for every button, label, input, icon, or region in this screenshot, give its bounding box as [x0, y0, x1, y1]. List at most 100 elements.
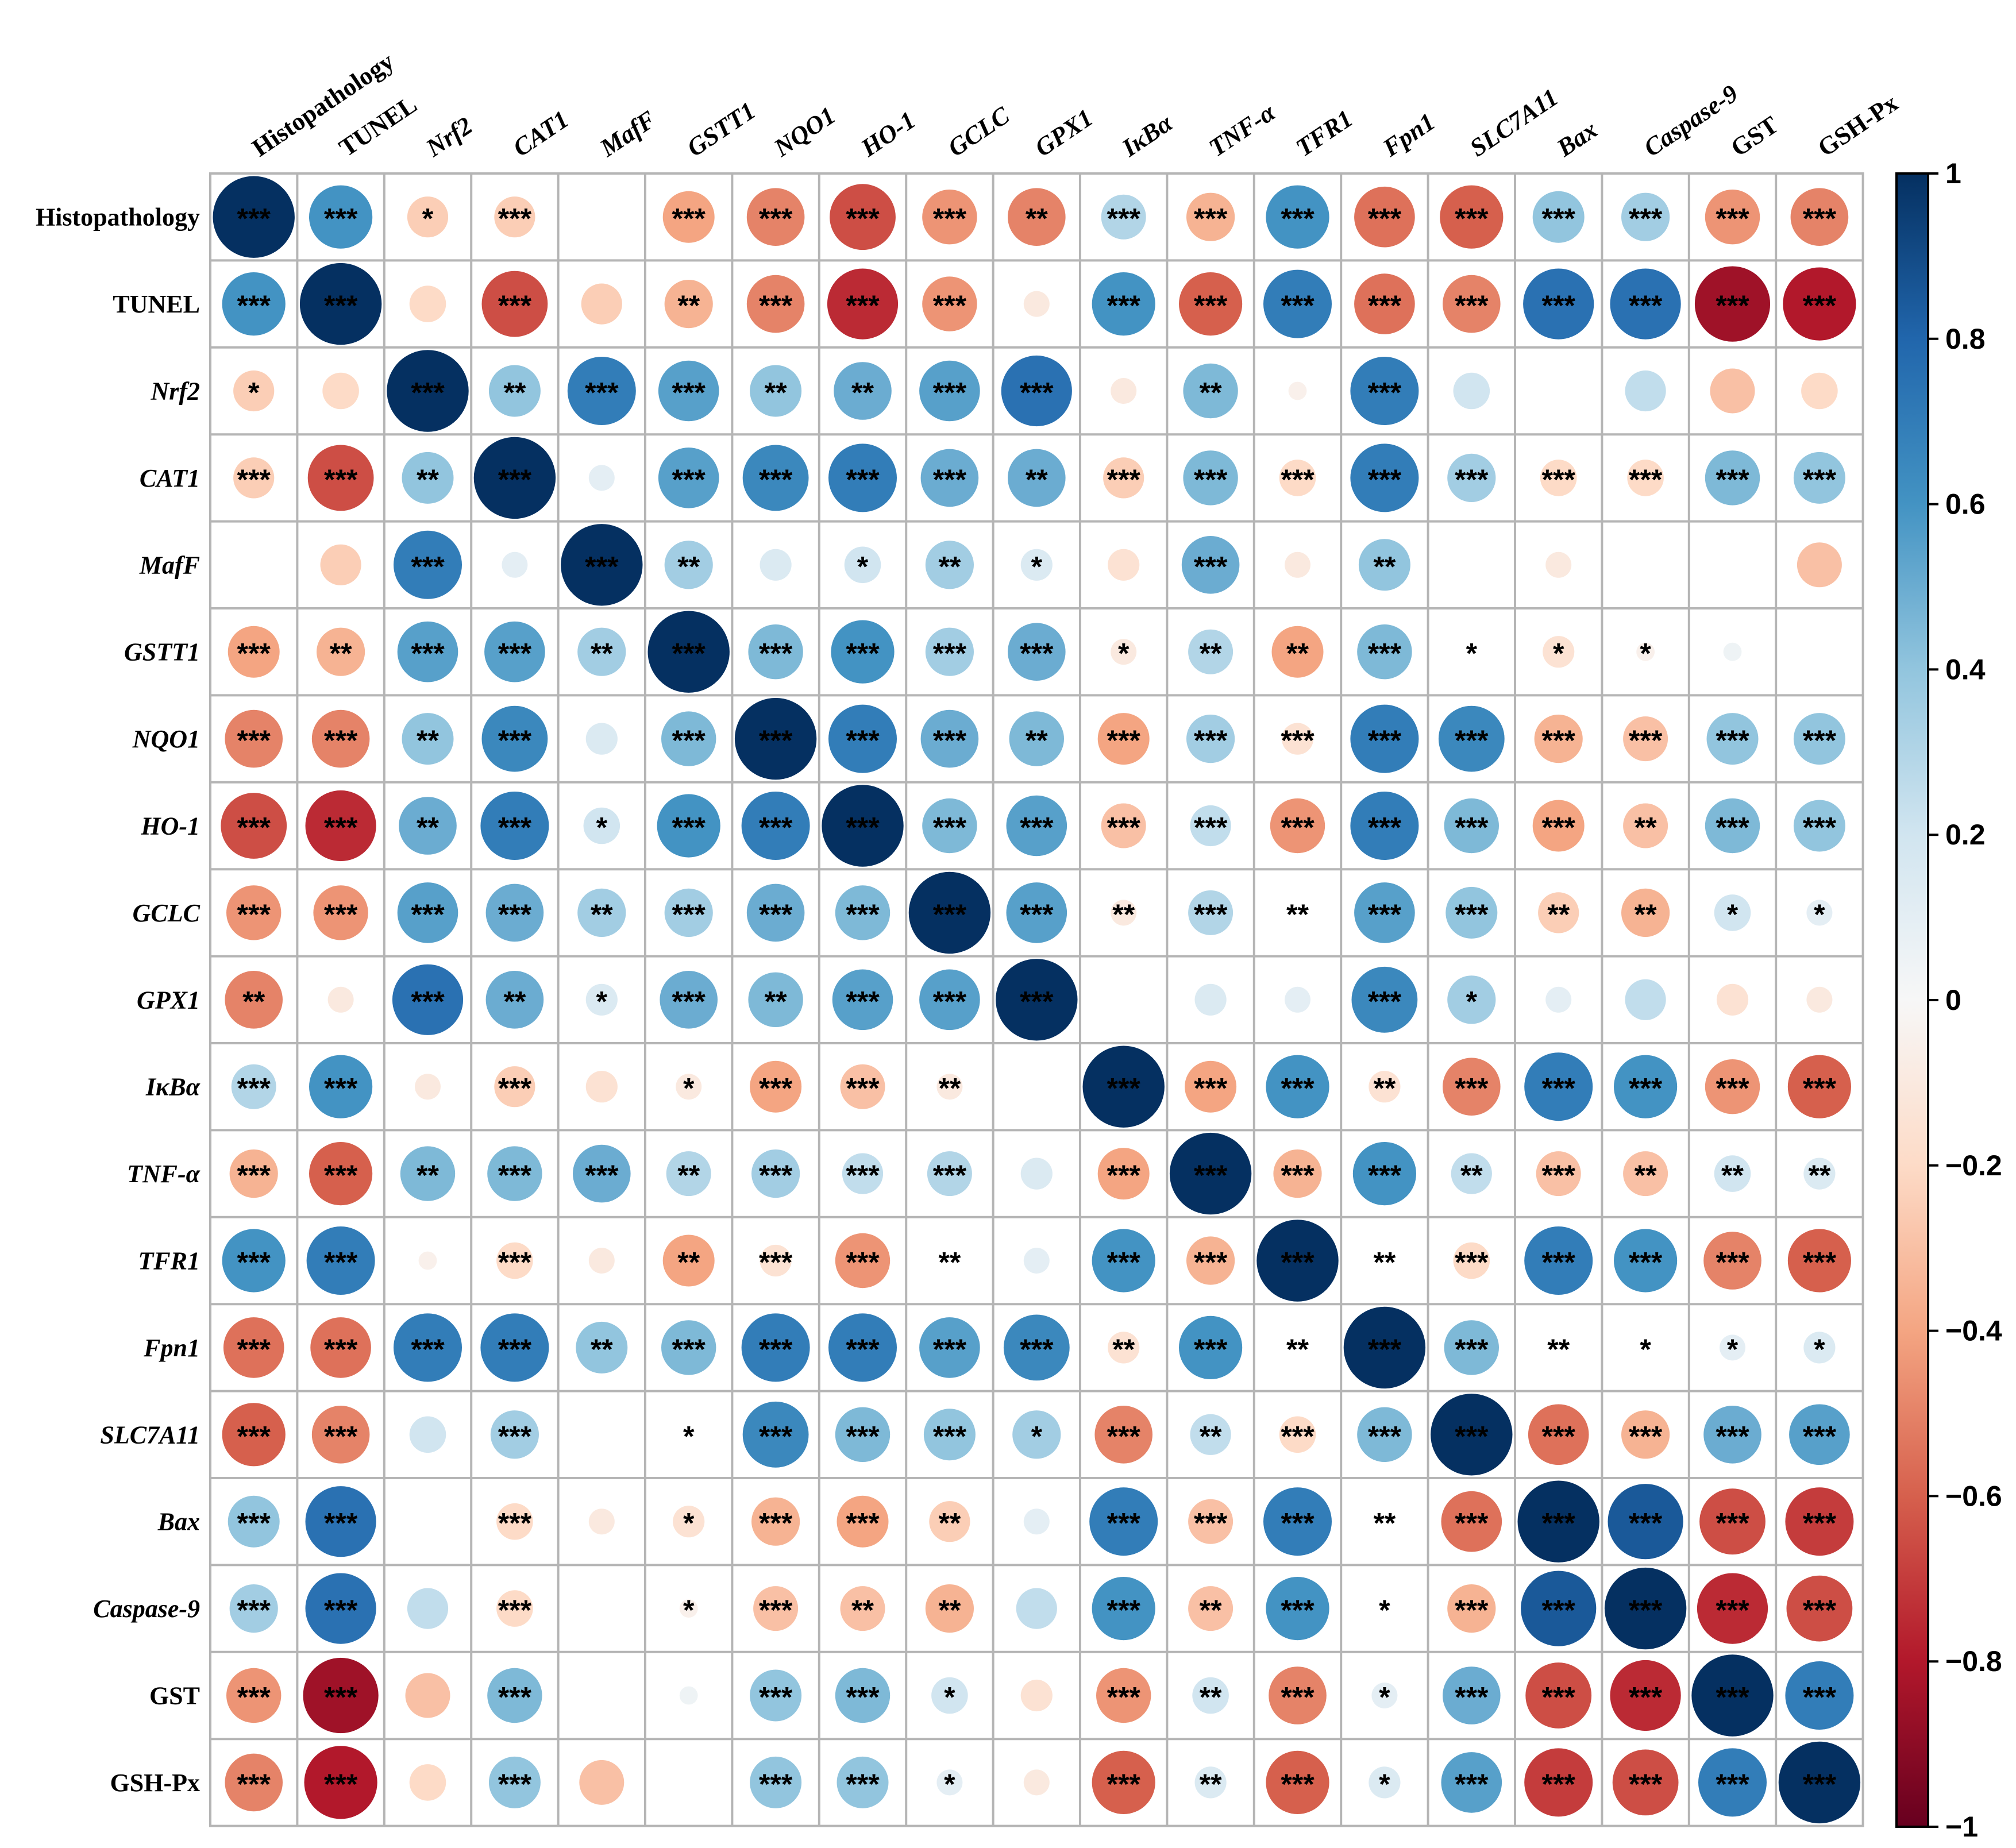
correlation-circle	[828, 1313, 897, 1382]
significance-label: **	[1200, 1681, 1222, 1714]
correlation-circle	[1524, 1052, 1593, 1121]
correlation-circle	[658, 360, 719, 422]
correlation-circle	[485, 971, 544, 1029]
correlation-circle	[746, 275, 805, 333]
correlation-circle	[666, 1151, 711, 1197]
significance-label: ***	[1542, 1681, 1576, 1714]
column-label: GPX1	[1030, 103, 1098, 162]
correlation-circle	[1803, 1332, 1836, 1364]
significance-label: ***	[1281, 1247, 1315, 1279]
correlation-circle	[299, 263, 382, 345]
correlation-circle	[746, 188, 805, 246]
correlation-circle	[1528, 1404, 1589, 1465]
correlation-circle	[226, 885, 282, 940]
correlation-circle	[228, 626, 280, 678]
correlation-circle	[233, 457, 275, 499]
significance-label: *	[1379, 1681, 1390, 1714]
correlation-circle	[1358, 539, 1410, 591]
correlation-circle	[1699, 1488, 1766, 1555]
correlation-circle	[1723, 642, 1742, 661]
significance-label: ***	[1803, 464, 1837, 496]
significance-label: ***	[324, 1159, 358, 1191]
correlation-circle	[481, 271, 548, 337]
significance-label: ***	[1716, 464, 1749, 496]
significance-label: ***	[324, 1247, 358, 1279]
significance-label: ***	[1803, 203, 1837, 235]
significance-label: **	[1200, 377, 1222, 409]
correlation-circle	[1778, 1741, 1861, 1824]
correlation-circle	[1354, 186, 1415, 248]
significance-label: ***	[933, 464, 967, 496]
correlation-circle	[303, 1657, 379, 1734]
significance-label: **	[938, 1072, 961, 1105]
significance-label: **	[851, 377, 874, 409]
correlation-circle	[1285, 551, 1310, 578]
correlation-circle	[925, 541, 974, 589]
row-label: GCLC	[133, 899, 201, 927]
significance-label: **	[677, 1159, 700, 1191]
correlation-circle	[679, 1686, 698, 1705]
correlation-circle	[567, 357, 636, 425]
correlation-circle	[561, 524, 643, 606]
significance-label: *	[596, 985, 608, 1017]
significance-label: *	[1379, 1768, 1390, 1800]
correlation-circle	[1443, 275, 1501, 333]
significance-label: **	[1200, 1594, 1222, 1626]
significance-label: **	[851, 1594, 874, 1626]
correlation-circle	[923, 1409, 976, 1461]
correlation-circle	[1625, 979, 1666, 1020]
correlation-circle	[573, 1144, 631, 1203]
significance-label: **	[677, 550, 700, 582]
correlation-circle	[577, 888, 626, 937]
column-label: GSH-Px	[1813, 88, 1903, 162]
correlation-circle	[1453, 372, 1490, 410]
correlation-circle	[936, 1074, 963, 1100]
significance-label: *	[944, 1768, 955, 1800]
significance-label: ***	[1716, 812, 1749, 844]
correlation-circle	[919, 1317, 980, 1378]
correlation-circle	[1357, 1407, 1412, 1462]
significance-label: **	[417, 724, 439, 757]
significance-label: **	[1808, 1159, 1830, 1191]
correlation-circle	[311, 709, 370, 768]
correlation-circle	[1192, 1677, 1229, 1714]
significance-label: ***	[1455, 724, 1489, 757]
correlation-circle	[1020, 1679, 1053, 1712]
significance-label: ***	[759, 898, 793, 931]
correlation-circle	[1786, 1575, 1853, 1642]
significance-label: ***	[1542, 1507, 1576, 1540]
significance-label: ***	[1455, 1594, 1489, 1626]
significance-label: ***	[1803, 1768, 1837, 1800]
correlation-circle	[835, 885, 891, 940]
correlation-circle	[1801, 372, 1838, 410]
significance-label: ***	[759, 812, 793, 844]
significance-label: ***	[237, 203, 271, 235]
correlation-circle	[222, 1229, 286, 1293]
significance-label: ***	[1368, 812, 1402, 844]
significance-label: **	[417, 464, 439, 496]
colorbar-tick-label: −1	[1945, 1811, 1978, 1843]
significance-label: *	[1814, 898, 1825, 931]
significance-label: ***	[1542, 1594, 1576, 1626]
correlation-circle	[1716, 983, 1749, 1016]
significance-label: ***	[933, 203, 967, 235]
significance-label: ***	[846, 203, 880, 235]
significance-label: ***	[1455, 1247, 1489, 1279]
correlation-circle	[409, 1416, 446, 1453]
correlation-circle	[1694, 266, 1771, 342]
correlation-circle	[1623, 1151, 1668, 1197]
significance-label: *	[1553, 638, 1564, 670]
significance-label: ***	[1629, 1681, 1663, 1714]
significance-label: ***	[498, 1072, 532, 1105]
correlation-circle	[929, 1501, 970, 1542]
significance-label: ***	[1803, 812, 1837, 844]
correlation-circle	[588, 465, 615, 491]
significance-label: **	[1635, 1159, 1657, 1191]
correlation-circle	[310, 1317, 371, 1378]
correlation-circle	[1621, 888, 1670, 937]
correlation-circle	[1787, 1229, 1851, 1293]
significance-label: ***	[1107, 203, 1141, 235]
correlation-circle	[1089, 1487, 1158, 1556]
significance-label: ***	[759, 1072, 793, 1105]
correlation-circle	[496, 1242, 533, 1279]
